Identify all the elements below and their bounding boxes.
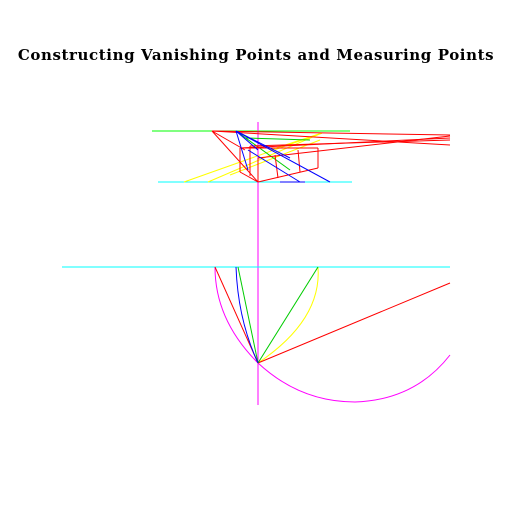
blue-line <box>235 130 291 159</box>
perspective-view <box>152 122 451 405</box>
measuring-arc-left <box>214 266 259 364</box>
red-line <box>211 130 451 136</box>
blue-line <box>235 130 249 171</box>
red-line <box>257 135 451 159</box>
red-line <box>211 130 451 146</box>
blue-line <box>235 130 331 183</box>
yellow-line <box>183 132 323 183</box>
yellow-line <box>269 132 323 151</box>
red-line <box>257 282 451 364</box>
red-line <box>249 139 451 147</box>
diagram-title: Constructing Vanishing Points and Measur… <box>17 46 495 64</box>
green-line <box>235 130 291 171</box>
green-line <box>245 137 311 141</box>
yellow-arc <box>257 266 319 364</box>
blue-line <box>235 130 259 151</box>
red-line <box>274 154 279 179</box>
blue-line <box>247 149 301 183</box>
blue-arc <box>235 266 259 364</box>
green-line <box>257 266 319 364</box>
measuring-arc-right <box>257 354 451 403</box>
red-line <box>239 171 259 183</box>
green-line <box>237 266 259 364</box>
plan-view <box>62 266 451 403</box>
red-line <box>211 130 246 151</box>
